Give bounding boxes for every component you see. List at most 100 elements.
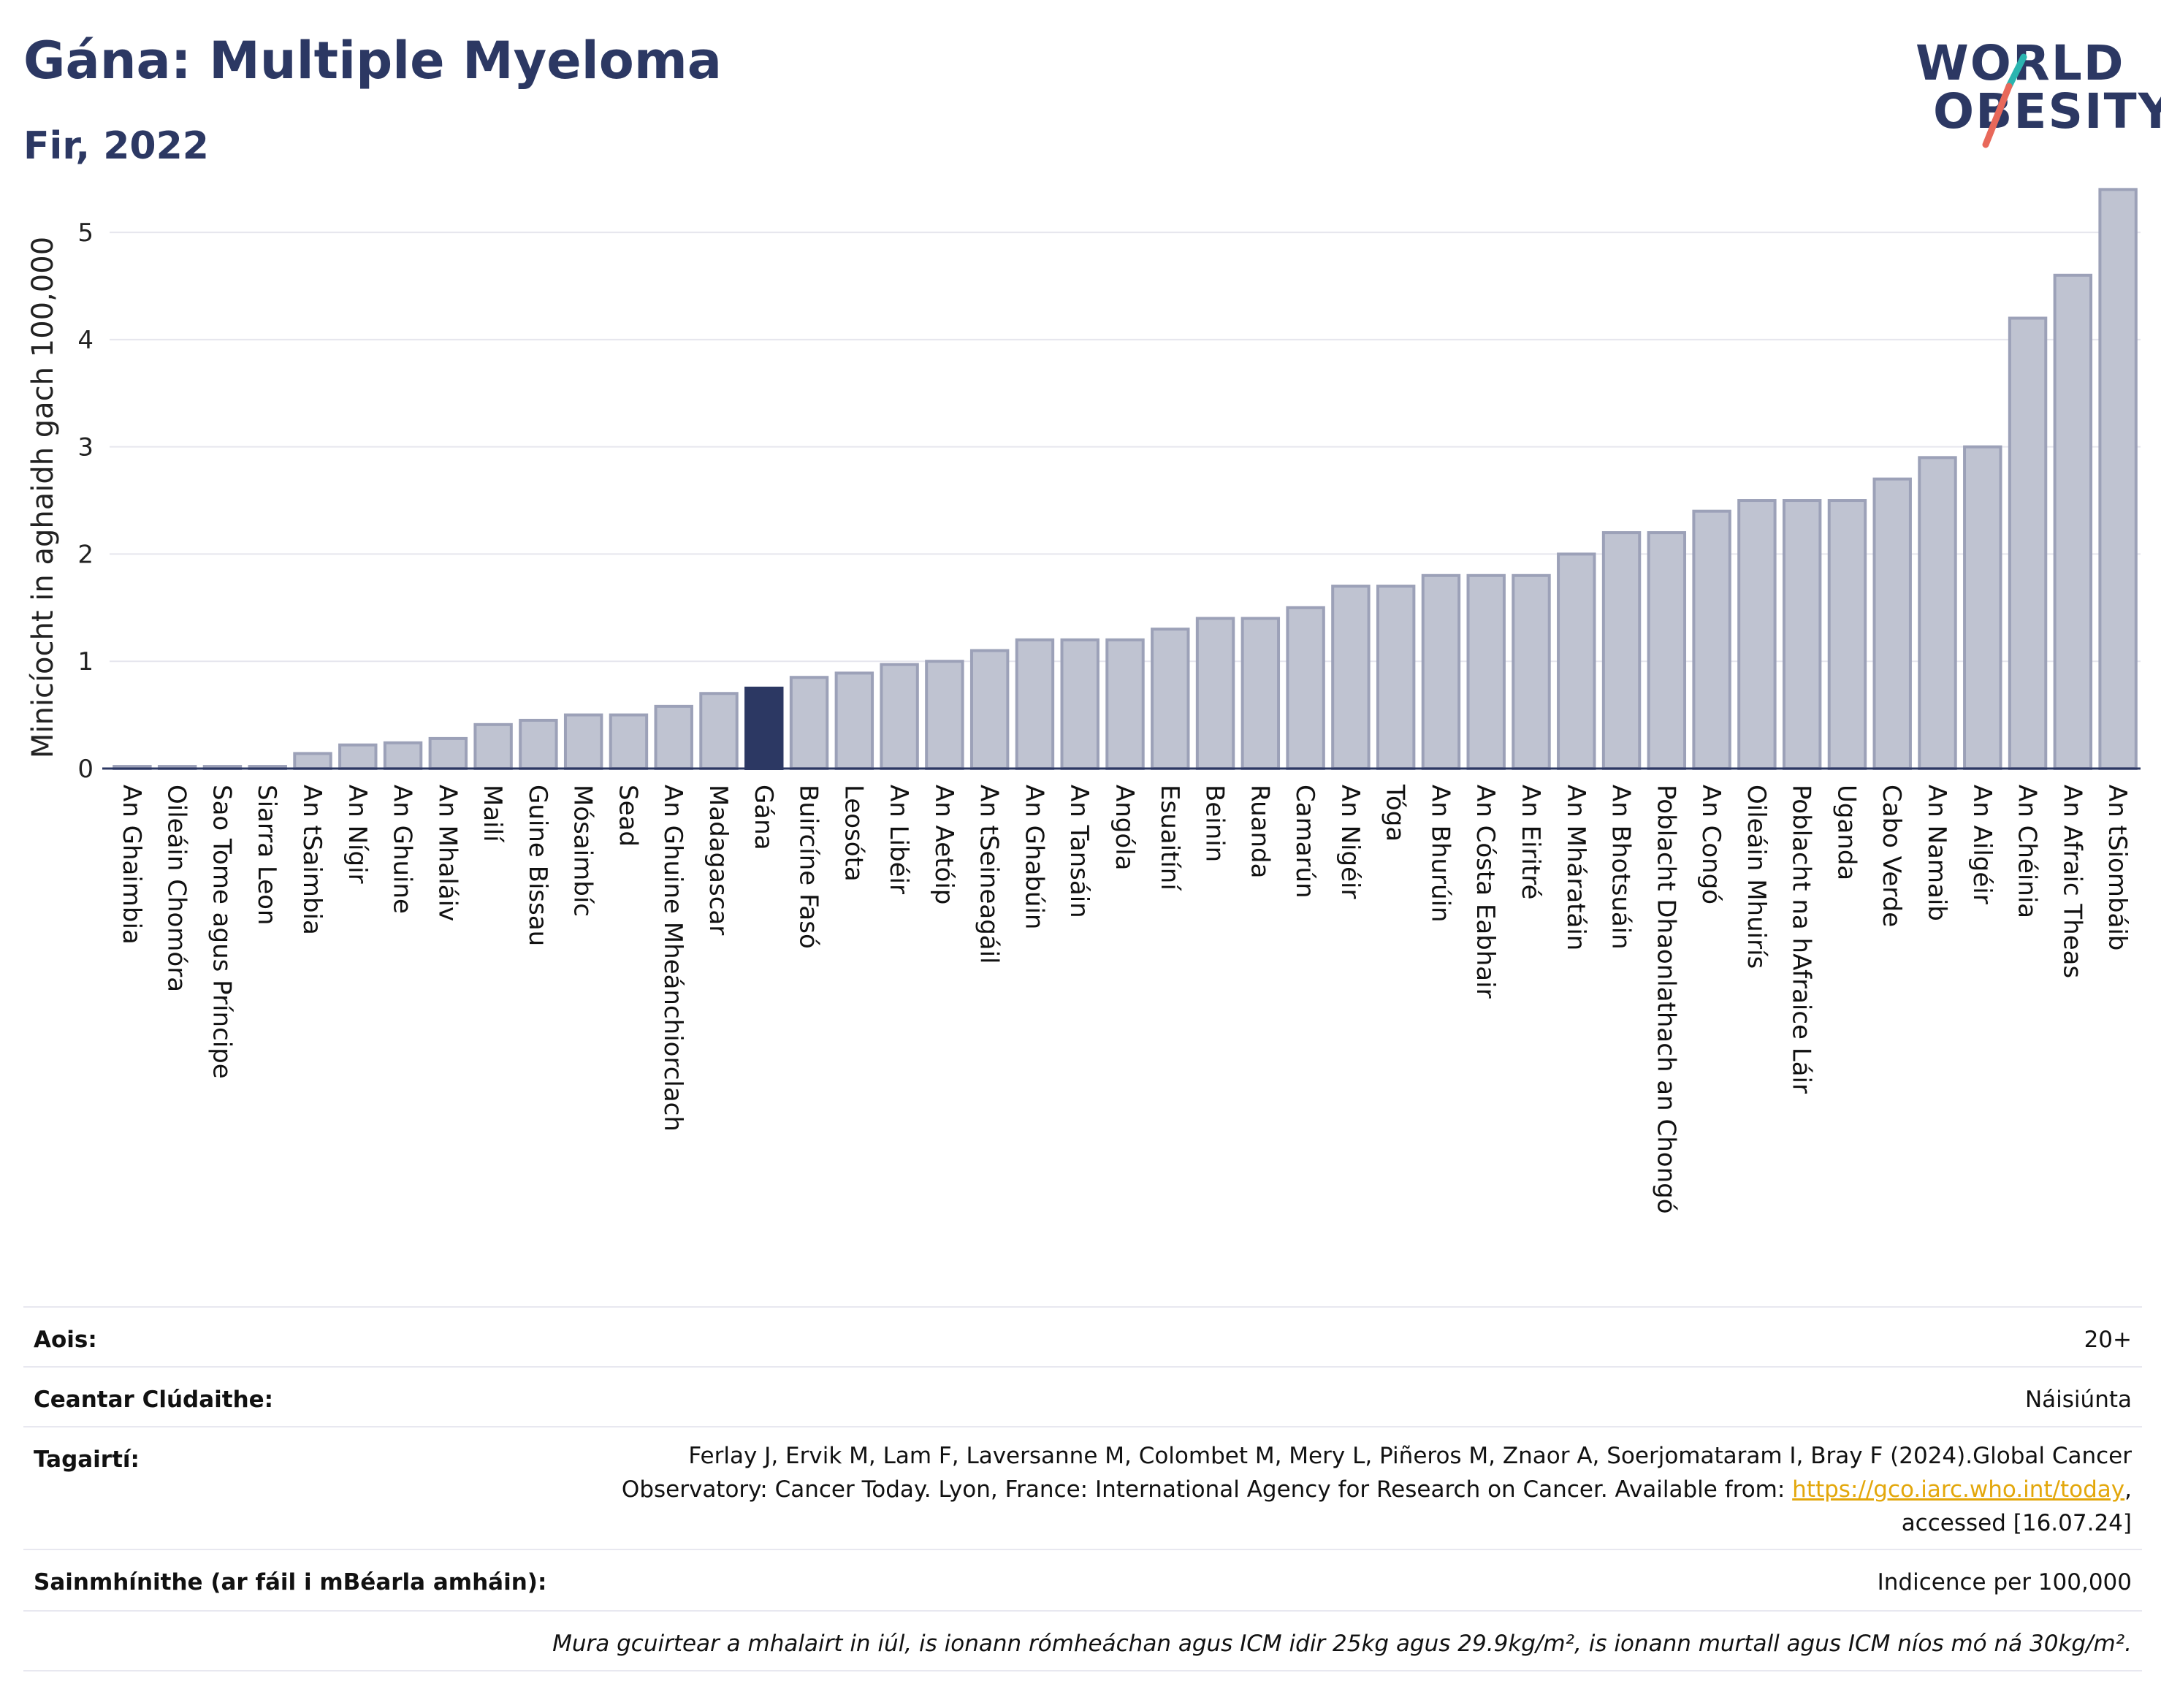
references-label: Tagairtí: <box>34 1446 140 1473</box>
x-tick-label: An Bhotsuáin <box>1607 785 1636 950</box>
logo-text-obesity: OBESITY <box>1933 83 2161 140</box>
x-tick-label: An Nígir <box>343 785 372 884</box>
bar <box>1872 477 1912 771</box>
y-tick-label: 0 <box>77 755 94 784</box>
x-tick-label: An Libéir <box>884 785 913 894</box>
x-tick-label: Guine Bissau <box>523 785 552 946</box>
x-tick-label: An Aetóip <box>929 785 958 904</box>
footnote: Mura gcuirtear a mhalairt in iúl, is ion… <box>552 1631 2132 1657</box>
bar <box>1601 531 1642 770</box>
gco-link[interactable]: https://gco.iarc.who.int/today <box>1792 1476 2125 1503</box>
x-tick-label: An Mháratáin <box>1561 785 1590 950</box>
bar <box>1060 638 1099 770</box>
x-tick-label: Ruanda <box>1245 785 1274 878</box>
bar <box>1918 456 1957 770</box>
x-tick-label: Poblacht Dhaonlathach an Chongó <box>1651 785 1680 1214</box>
x-tick-label: Mósaimbíc <box>568 785 598 917</box>
references-line-3: accessed [16.07.24] <box>1901 1510 2132 1536</box>
bar <box>563 713 603 770</box>
bar <box>1105 638 1145 770</box>
world-obesity-logo[interactable]: WORLD OBESITY <box>1907 35 2161 159</box>
x-tick-label: Sao Tome agus Príncipe <box>207 785 236 1079</box>
references-text: Ferlay J, Ervik M, Lam F, Laversanne M, … <box>598 1439 2132 1540</box>
page-title: Gána: Multiple Myeloma <box>23 31 723 91</box>
info-row-references: Tagairtí: Ferlay J, Ervik M, Lam F, Lave… <box>23 1426 2142 1550</box>
bar <box>1466 573 1506 770</box>
info-row-area: Ceantar Clúdaithe: Náisiúnta <box>23 1366 2142 1427</box>
x-tick-label: An Bhurúin <box>1425 785 1455 923</box>
y-tick-label: 3 <box>77 433 94 462</box>
bar <box>880 663 919 770</box>
x-tick-label: An Ailgéir <box>1967 785 1997 904</box>
bar <box>1782 499 1822 770</box>
definitions-label: Sainmhínithe (ar fáil i mBéarla amháin): <box>34 1569 547 1595</box>
bar <box>834 671 874 770</box>
x-tick-label: Gána <box>749 785 778 850</box>
x-tick-label: Tóga <box>1381 784 1410 842</box>
info-row-note: Mura gcuirtear a mhalairt in iúl, is ion… <box>23 1610 2142 1671</box>
bar <box>428 736 468 771</box>
age-label: Aois: <box>34 1327 97 1353</box>
x-tick-label: Siarra Leon <box>252 785 281 925</box>
bar <box>654 704 693 770</box>
y-tick-label: 1 <box>77 647 94 676</box>
x-tick-label: An Congó <box>1696 785 1726 904</box>
y-axis-label: Minicíocht in aghaidh gach 100,000 <box>26 237 60 758</box>
bar <box>1647 531 1687 770</box>
bar <box>1151 628 1190 771</box>
page-subtitle: Fir, 2022 <box>23 124 209 168</box>
x-tick-label: An tSeineagáil <box>975 785 1004 964</box>
definitions-value: Indicence per 100,000 <box>1877 1569 2132 1595</box>
bar <box>969 649 1010 770</box>
bar <box>1692 509 1731 770</box>
bar <box>1240 617 1281 770</box>
bar <box>519 718 558 770</box>
x-tick-label: An Namaib <box>1922 785 1951 921</box>
x-tick-label: An Cósta Eabhair <box>1471 785 1500 999</box>
x-tick-label: An Ghabúin <box>1019 785 1048 929</box>
bar <box>1195 617 1235 770</box>
bar <box>789 676 829 770</box>
x-tick-label: An tSaimbia <box>297 785 327 935</box>
x-tick-label: Madagascar <box>704 785 733 935</box>
bar <box>2098 188 2138 771</box>
x-tick-label: Leosóta <box>839 785 868 882</box>
references-comma: , <box>2124 1476 2132 1503</box>
x-tick-label: An Ghaimbia <box>117 785 146 945</box>
x-tick-label: Sead <box>613 785 642 847</box>
bar <box>338 743 378 771</box>
x-tick-label: Oileáin Mhuirís <box>1742 785 1771 969</box>
bar <box>1376 584 1416 771</box>
x-tick-label: Cabo Verde <box>1877 785 1906 927</box>
references-line-2: Observatory: Cancer Today. Lyon, France:… <box>621 1476 1793 1503</box>
x-tick-label: Uganda <box>1832 785 1861 880</box>
x-tick-label: Oileáin Chomóra <box>162 785 191 992</box>
bar <box>2053 273 2093 770</box>
x-tick-label: Mailí <box>478 785 507 843</box>
info-row-definitions: Sainmhínithe (ar fáil i mBéarla amháin):… <box>23 1549 2142 1612</box>
bar <box>293 752 332 770</box>
x-tick-label: Beinin <box>1200 785 1230 862</box>
x-tick-label: An Nigéir <box>1335 785 1365 899</box>
logo-slash-icon <box>1982 53 2027 148</box>
bar <box>609 713 649 770</box>
bar <box>699 692 739 770</box>
area-label: Ceantar Clúdaithe: <box>34 1387 274 1413</box>
x-tick-label: Angóla <box>1110 785 1139 870</box>
bar <box>1737 499 1777 770</box>
x-tick-label: An Chéinia <box>2013 785 2042 918</box>
references-line-1: Ferlay J, Ervik M, Lam F, Laversanne M, … <box>688 1443 2132 1469</box>
x-tick-label: An Ghuine Mheánchiorclach <box>658 785 687 1132</box>
bottom-divider <box>23 1670 2142 1671</box>
info-row-age: Aois: 20+ <box>23 1306 2142 1368</box>
x-tick-label: An Mhaláiv <box>432 785 462 921</box>
bar <box>1331 584 1371 771</box>
bar <box>473 723 513 771</box>
bar-chart: 0 1 2 3 4 5 Minicíocht in aghaidh gach 100,000… <box>26 188 2141 1214</box>
age-value: 20+ <box>2084 1327 2132 1353</box>
x-tick-label: Buircíne Fasó <box>794 785 823 949</box>
x-tick-label: An Eiritré <box>1516 785 1545 899</box>
x-tick-label: An Ghuine <box>388 785 417 914</box>
y-tick-label: 4 <box>77 326 94 355</box>
bar <box>1512 573 1551 770</box>
